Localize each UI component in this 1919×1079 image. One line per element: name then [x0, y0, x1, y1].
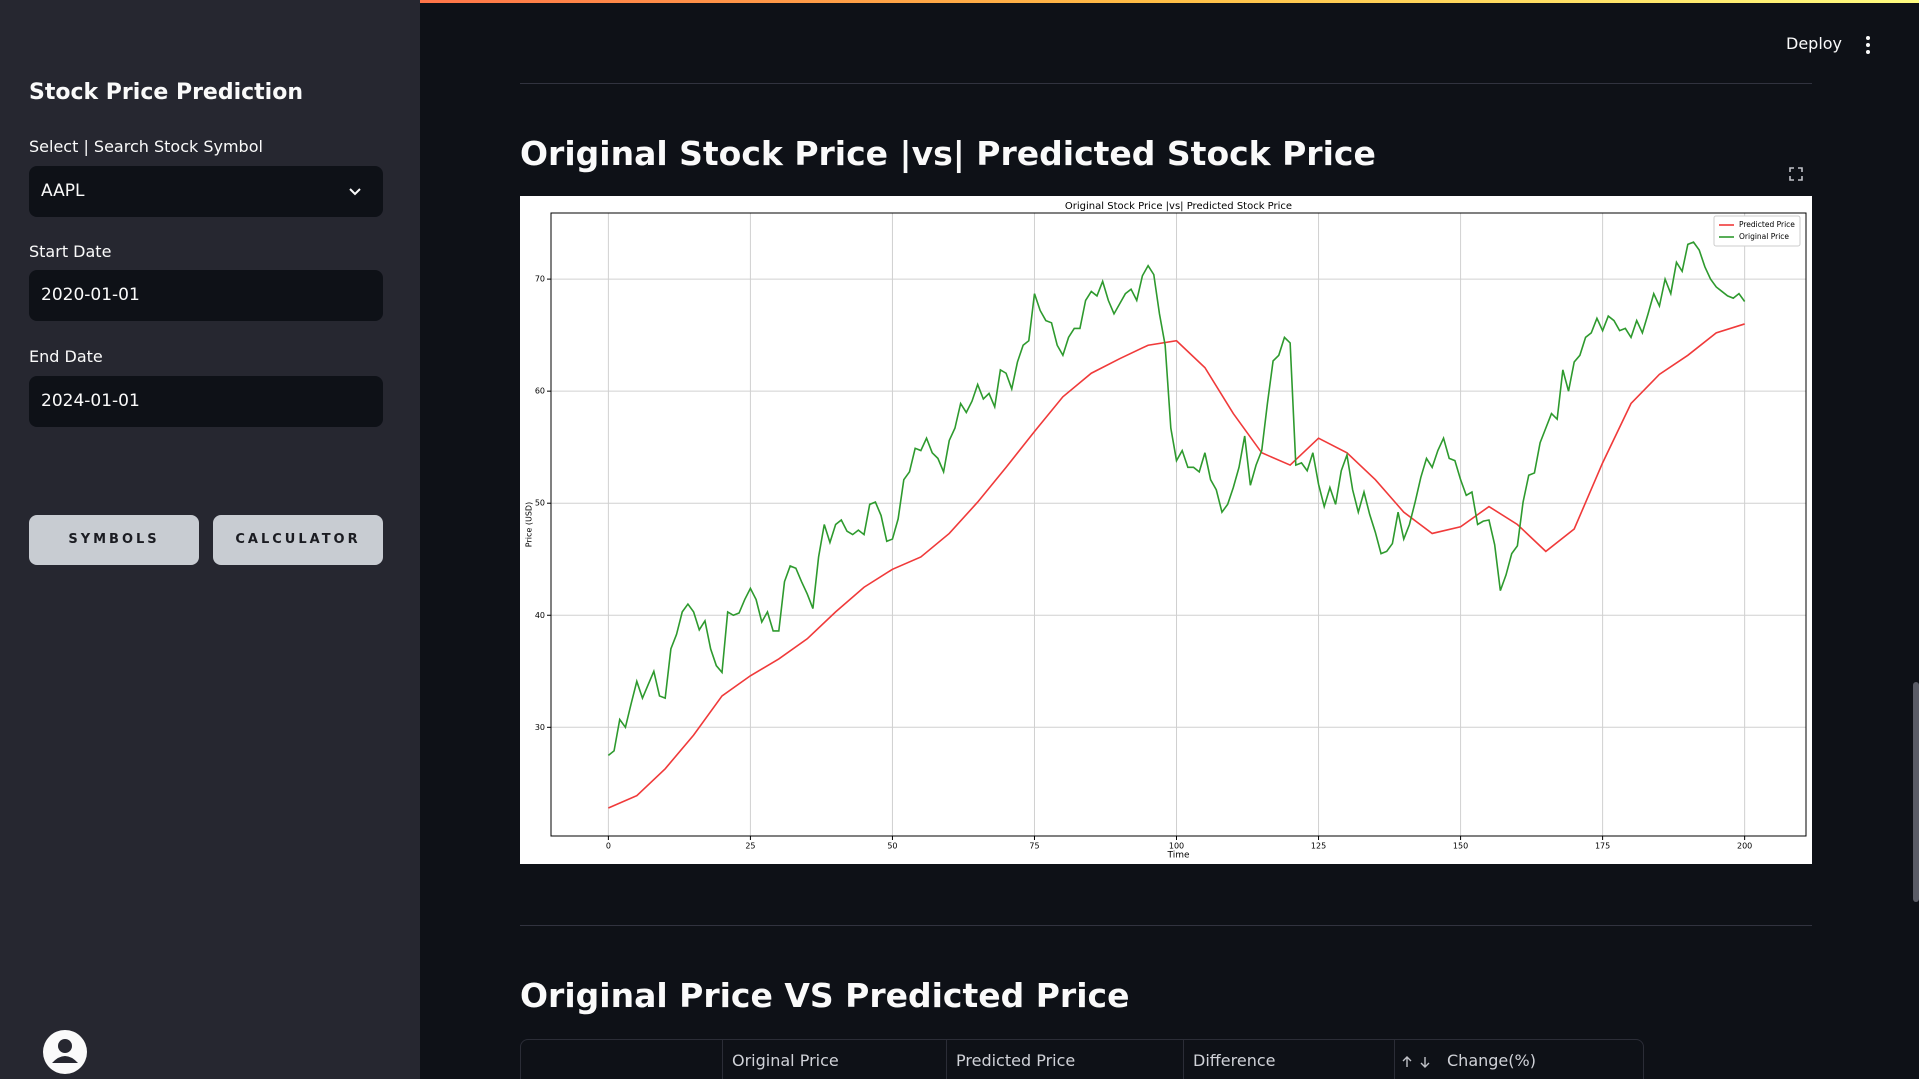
section-title: Original Price VS Predicted Price [520, 976, 1130, 1015]
column-header[interactable]: Original Price [722, 1039, 946, 1079]
select-value: AAPL [41, 181, 85, 201]
top-decoration [0, 0, 1919, 3]
column-header[interactable]: Change(%) [1394, 1039, 1644, 1079]
y-axis-label: Price (USD) [525, 502, 534, 547]
fullscreen-icon[interactable] [1789, 167, 1803, 181]
scrollbar[interactable] [1913, 682, 1919, 902]
y-tick-label: 50 [535, 499, 545, 508]
divider [520, 83, 1812, 84]
sort-icon[interactable] [1402, 1055, 1432, 1069]
x-tick-label: 25 [745, 842, 755, 851]
section-title: Original Stock Price |vs| Predicted Stoc… [520, 134, 1376, 173]
chart-title: Original Stock Price |vs| Predicted Stoc… [1065, 201, 1292, 212]
input-value: 2020-01-01 [41, 285, 140, 305]
y-tick-label: 60 [535, 387, 545, 396]
legend-label: Predicted Price [1739, 220, 1795, 229]
x-tick-label: 125 [1311, 842, 1326, 851]
deploy-button[interactable]: Deploy [1786, 34, 1843, 53]
sidebar-title: Stock Price Prediction [29, 80, 304, 105]
x-tick-label: 200 [1737, 842, 1752, 851]
field-label: End Date [29, 347, 103, 366]
x-tick-label: 50 [887, 842, 897, 851]
data-table [520, 1039, 1644, 1079]
column-header[interactable]: Predicted Price [946, 1039, 1183, 1079]
field-label: Start Date [29, 242, 112, 261]
column-header[interactable]: Difference [1183, 1039, 1394, 1079]
start-date-input[interactable]: 2020-01-01 [29, 270, 383, 321]
plot-frame [550, 212, 1807, 837]
x-tick-label: 175 [1595, 842, 1610, 851]
end-date-input[interactable]: 2024-01-01 [29, 376, 383, 427]
legend-label: Original Price [1739, 232, 1789, 241]
x-tick-label: 75 [1029, 842, 1039, 851]
legend-box [1713, 215, 1801, 247]
symbol-select[interactable]: AAPL [29, 166, 383, 217]
calculator-button[interactable]: CALCULATOR [213, 515, 383, 565]
field-label: Select | Search Stock Symbol [29, 137, 263, 156]
line-series [607, 241, 1746, 756]
sidebar: Stock Price Prediction Select | Search S… [0, 0, 420, 1079]
x-axis-label: Time [1166, 851, 1189, 861]
divider [520, 925, 1812, 926]
y-tick-label: 30 [535, 723, 545, 732]
symbols-button[interactable]: SYMBOLS [29, 515, 199, 565]
y-tick-label: 40 [535, 611, 545, 620]
y-tick-label: 70 [535, 275, 545, 284]
line-series [608, 323, 1745, 809]
x-tick-label: 100 [1169, 842, 1184, 851]
x-tick-label: 0 [606, 842, 611, 851]
chart: Original Stock Price |vs| Predicted Stoc… [520, 196, 1812, 864]
x-tick-label: 150 [1453, 842, 1468, 851]
chevron-icon [349, 188, 361, 196]
input-value: 2024-01-01 [41, 391, 140, 411]
user-avatar[interactable] [42, 1029, 88, 1075]
menu-icon[interactable] [1864, 35, 1872, 55]
